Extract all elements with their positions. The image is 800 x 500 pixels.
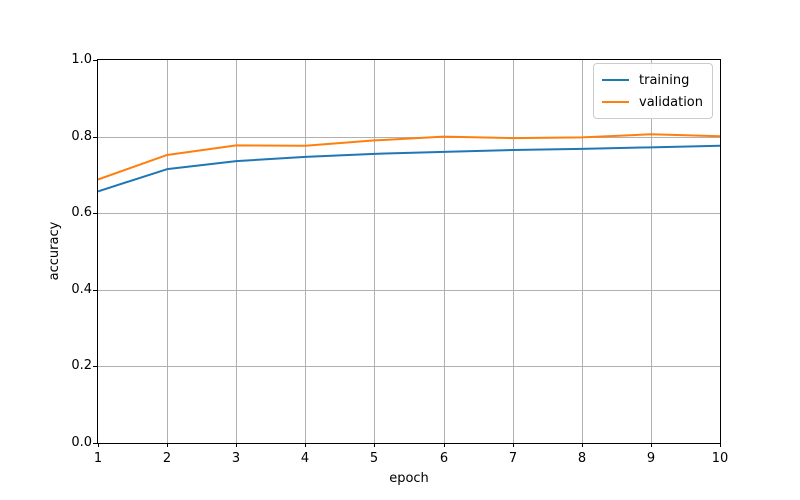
y-tick-label: 0.6 [71, 205, 92, 220]
legend: training validation [593, 63, 713, 119]
x-tick-label: 4 [300, 451, 310, 466]
y-tick-label: 0.8 [71, 129, 92, 144]
x-tick [236, 443, 237, 447]
legend-item-validation: validation [602, 91, 704, 113]
x-tick-label: 5 [369, 451, 379, 466]
x-tick-label: 1 [93, 451, 103, 466]
x-tick [582, 443, 583, 447]
legend-label-training: training [639, 72, 690, 88]
x-tick-label: 10 [711, 451, 729, 466]
y-tick [93, 137, 97, 138]
x-tick-label: 9 [646, 451, 656, 466]
x-tick [98, 443, 99, 447]
x-tick [167, 443, 168, 447]
x-tick [305, 443, 306, 447]
x-tick-label: 6 [439, 451, 449, 466]
x-tick-label: 3 [231, 451, 241, 466]
training-line-swatch [602, 79, 629, 81]
x-tick-label: 8 [577, 451, 587, 466]
x-tick [651, 443, 652, 447]
y-tick [93, 60, 97, 61]
series-line-validation [98, 133, 720, 181]
y-tick-label: 0.0 [71, 435, 92, 450]
series-line-training [98, 144, 720, 193]
x-axis-label: epoch [389, 471, 429, 486]
x-tick-label: 7 [508, 451, 518, 466]
y-tick [93, 443, 97, 444]
y-tick [93, 366, 97, 367]
legend-label-validation: validation [639, 94, 704, 110]
y-tick [93, 290, 97, 291]
y-tick-label: 0.4 [71, 282, 92, 297]
legend-item-training: training [602, 69, 704, 91]
plot-area [97, 59, 721, 444]
x-tick-label: 2 [162, 451, 172, 466]
x-tick [513, 443, 514, 447]
x-tick [720, 443, 721, 447]
validation-line-swatch [602, 101, 629, 103]
y-tick-label: 1.0 [71, 52, 92, 67]
x-tick [444, 443, 445, 447]
x-tick [374, 443, 375, 447]
y-tick-label: 0.2 [71, 358, 92, 373]
y-tick [93, 213, 97, 214]
plot-canvas [98, 60, 720, 443]
y-axis-label: accuracy [47, 221, 62, 281]
